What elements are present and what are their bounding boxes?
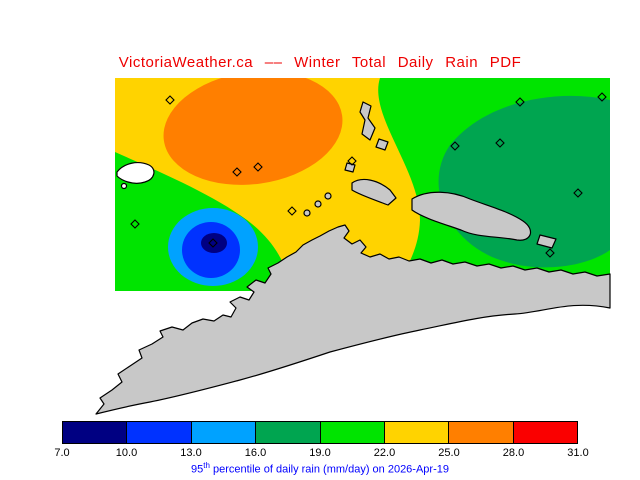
station-marker [208,238,218,248]
contour-region-25-28 [163,78,343,185]
colorbar [62,421,578,444]
colorbar-segment [63,422,128,443]
coastlines [95,101,611,415]
islet-3 [324,192,332,200]
caption-rest: percentile of daily rain (mm/day) on 202… [209,463,449,476]
colorbar-tick-label: 19.0 [309,447,331,459]
station-markers [130,92,607,258]
station-marker [450,141,460,151]
island-small-2 [344,162,356,173]
colorbar-tick-label: 13.0 [180,447,202,459]
station-marker [130,219,140,229]
land-south-peninsula [95,224,611,415]
island-sliver [359,101,376,141]
caption: 95th percentile of daily rain (mm/day) o… [0,461,640,476]
colorbar-tick-label: 22.0 [373,447,396,459]
station-marker [165,95,175,105]
colorbar-tick-label: 7.0 [54,447,70,459]
station-marker [573,188,583,198]
colorbar-tick-label: 16.0 [244,447,267,459]
station-marker [347,156,357,166]
caption-prefix: 95 [191,463,204,476]
station-marker [495,138,505,148]
station-marker [253,162,263,172]
colorbar-segment [449,422,514,443]
islet-2 [314,200,322,208]
island-large-east [411,191,532,241]
island-small-east [536,234,557,249]
colorbar-segment [256,422,321,443]
colorbar-segment [384,422,450,443]
island-small-1 [375,138,389,151]
island-outline-west [116,162,155,184]
station-marker [515,97,525,107]
station-marker [545,248,555,258]
caption-superscript: th [203,461,210,470]
station-marker [232,167,242,177]
station-marker [597,92,607,102]
colorbar-tick-label: 25.0 [438,447,460,459]
chart-title: VictoriaWeather.ca –– Winter Total Daily… [118,54,522,71]
colorbar-tick-label: 28.0 [502,447,525,459]
colorbar-segment [191,422,257,443]
islet-outline-west [120,182,128,190]
colorbar-tick-label: 31.0 [567,447,589,459]
contour-region-7-10 [201,233,227,253]
colorbar-segment [320,422,385,443]
station-marker [287,206,297,216]
colorbar-ticks: 7.0 10.0 13.0 16.0 19.0 22.0 25.0 28.0 31.0 [54,447,588,461]
colorbar-segment [127,422,192,443]
colorbar-segment [513,422,577,443]
islet-1 [303,209,311,217]
island-elongated [351,178,397,206]
colorbar-tick-label: 10.0 [115,447,138,459]
